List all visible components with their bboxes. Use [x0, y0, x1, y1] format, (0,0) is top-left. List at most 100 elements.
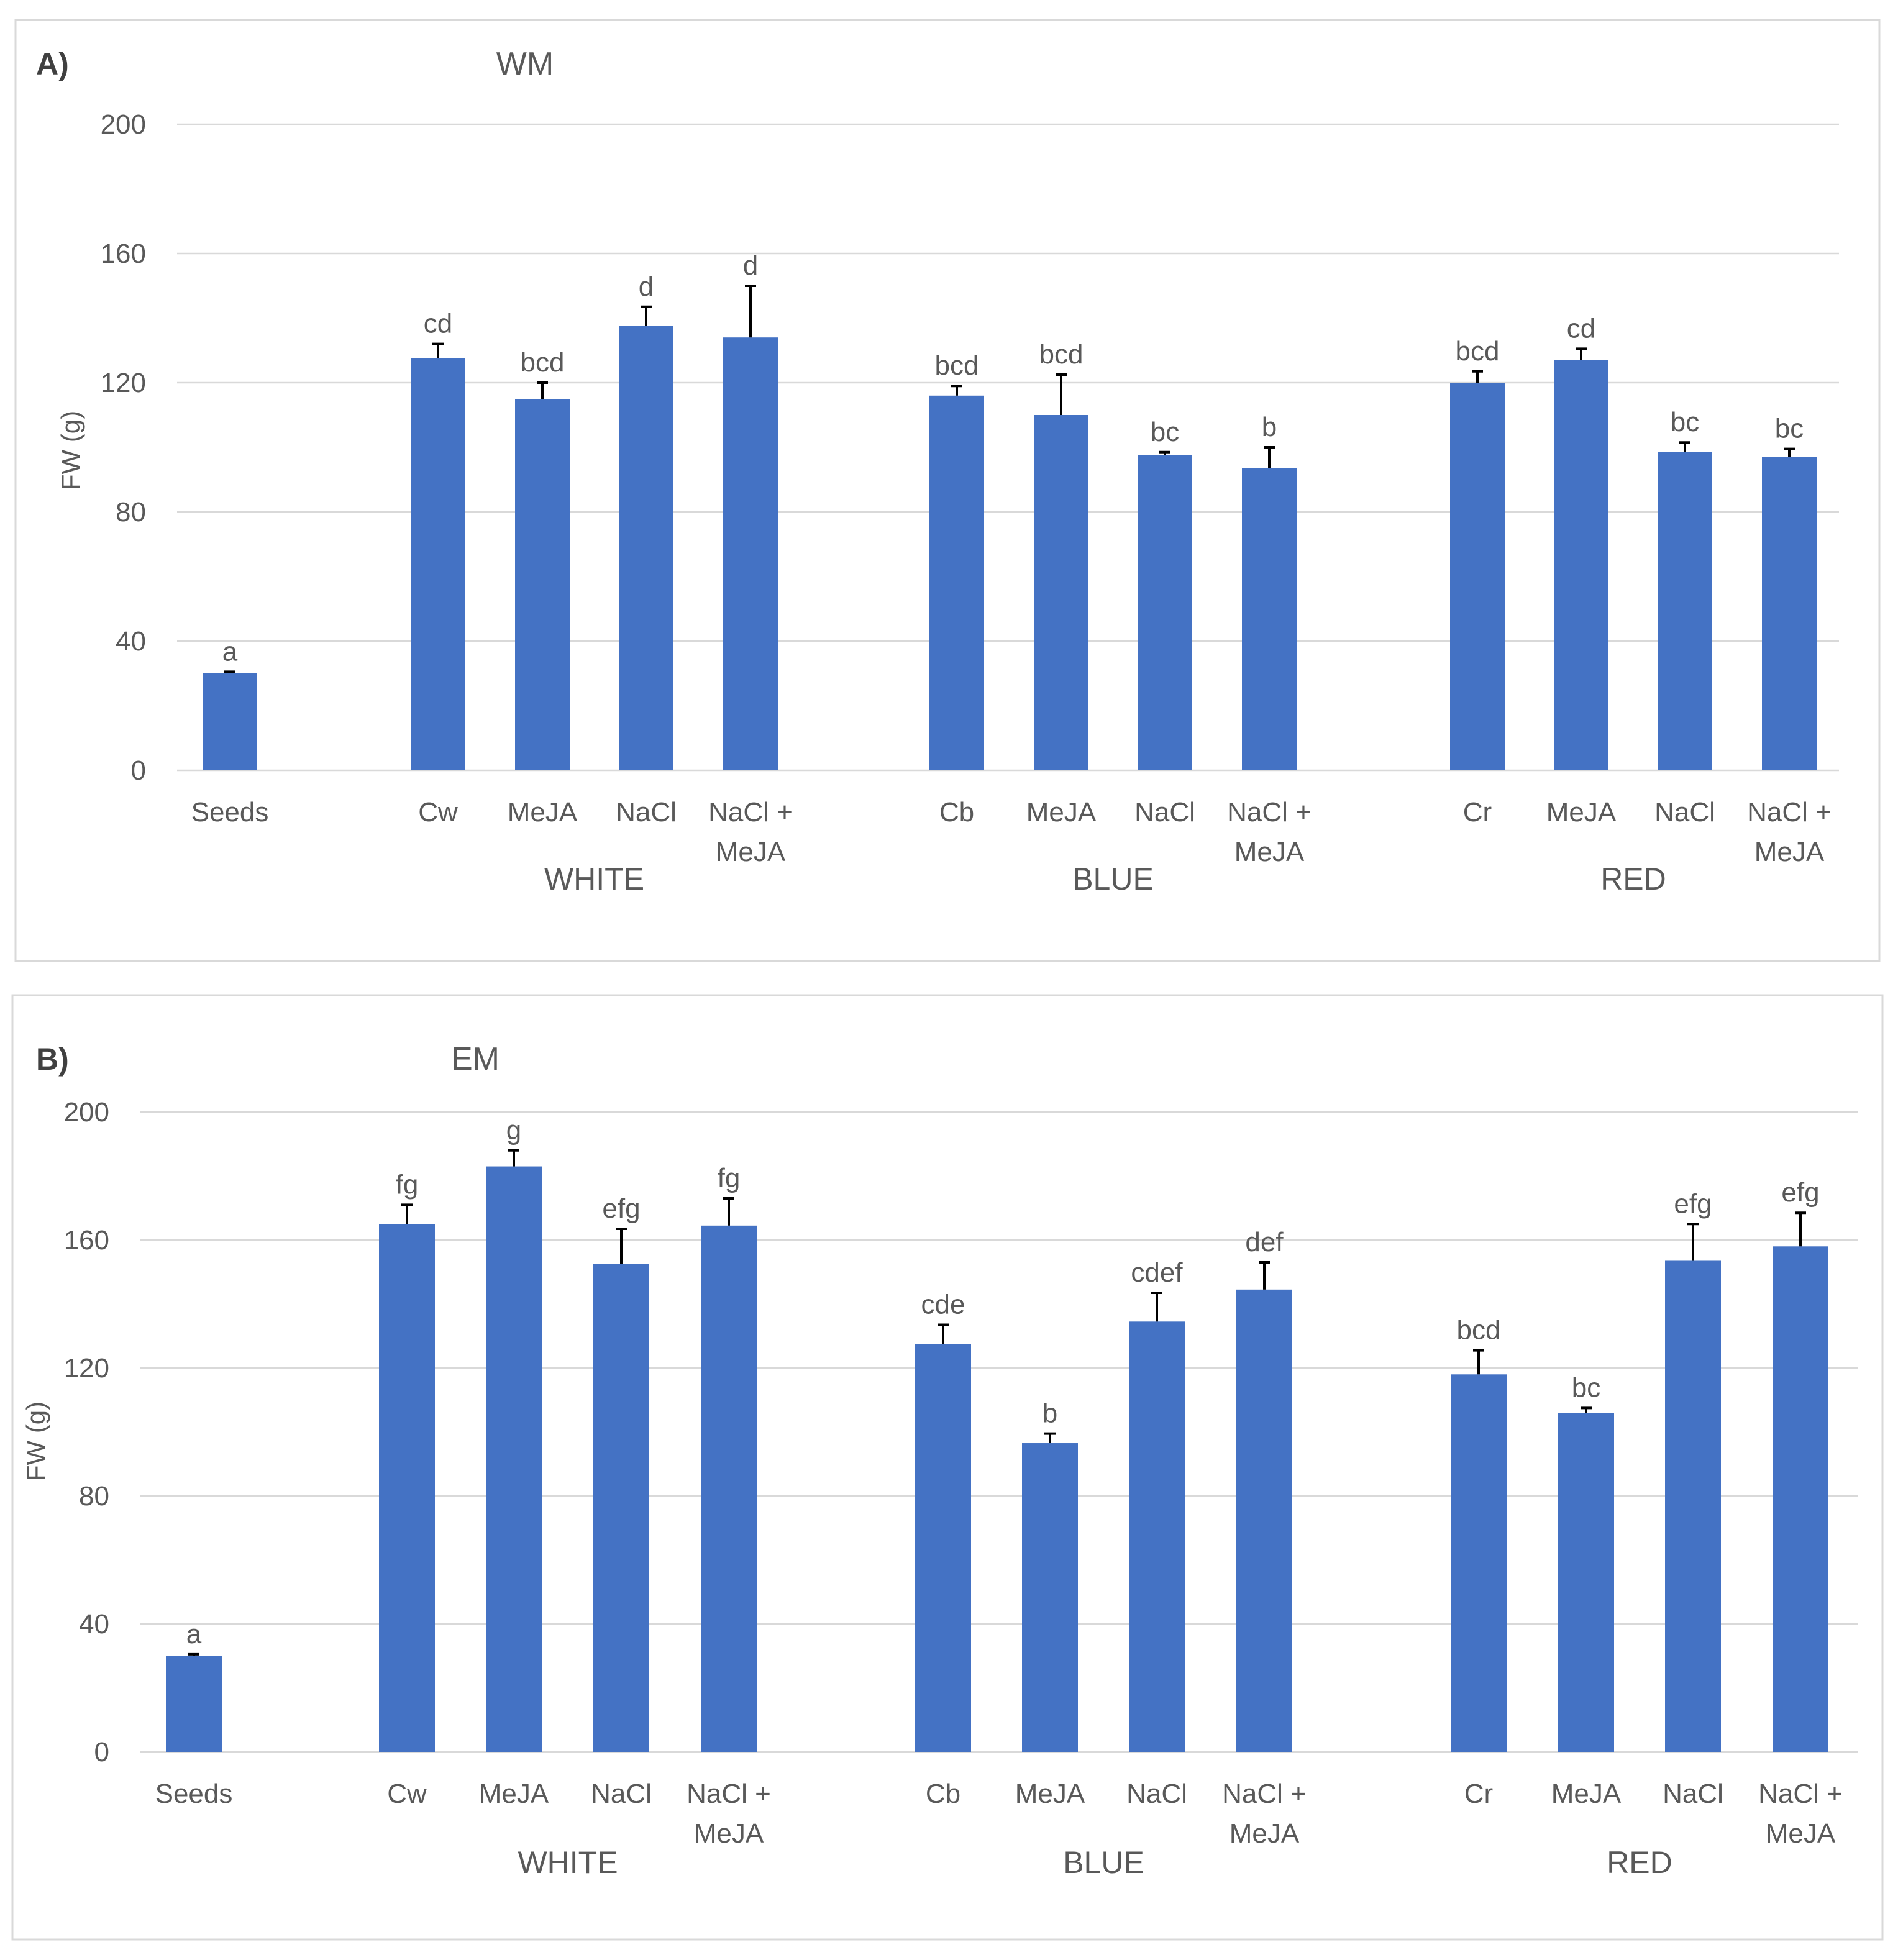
category-label: NaCl +	[1758, 1779, 1843, 1809]
bar	[1451, 1374, 1507, 1752]
category-label: MeJA	[1230, 1818, 1300, 1849]
significance-letter: efg	[1781, 1177, 1819, 1208]
category-label: NaCl +	[1222, 1779, 1307, 1809]
group-label: WHITE	[544, 862, 644, 896]
bar	[1236, 1289, 1292, 1752]
panel-a-y-axis-label: FW (g)	[56, 411, 85, 490]
significance-letter: bcd	[521, 347, 565, 378]
significance-letter: bcd	[935, 350, 979, 381]
category-label: MeJA	[1546, 797, 1617, 827]
significance-letter: bcd	[1457, 1315, 1501, 1346]
panel-b-title: EM	[451, 1041, 500, 1077]
y-tick-label: 40	[116, 626, 146, 657]
category-label: Seeds	[155, 1779, 233, 1809]
category-label: MeJA	[1551, 1779, 1622, 1809]
bar	[929, 395, 984, 770]
bar	[593, 1264, 649, 1752]
significance-letter: g	[506, 1115, 521, 1146]
significance-letter: cde	[921, 1289, 965, 1320]
category-label: NaCl	[591, 1779, 652, 1809]
significance-letter: a	[222, 636, 238, 667]
significance-letter: bc	[1151, 417, 1179, 447]
group-label: WHITE	[518, 1845, 618, 1880]
significance-letter: bc	[1671, 407, 1699, 437]
category-label: MeJA	[716, 837, 786, 867]
bar	[1138, 455, 1192, 770]
bar	[486, 1166, 542, 1752]
category-label: MeJA	[479, 1779, 549, 1809]
y-tick-label: 0	[131, 755, 146, 786]
significance-letter: bcd	[1456, 336, 1500, 367]
category-label: NaCl	[1134, 797, 1195, 827]
bar	[1034, 415, 1088, 770]
significance-letter: d	[639, 271, 654, 302]
category-label: MeJA	[1766, 1818, 1836, 1849]
category-label: MeJA	[694, 1818, 764, 1849]
category-label: NaCl	[1663, 1779, 1723, 1809]
category-label: Seeds	[191, 797, 269, 827]
significance-letter: cd	[424, 309, 452, 339]
y-tick-label: 160	[101, 239, 146, 269]
bar	[723, 337, 778, 770]
category-label: Cw	[418, 797, 458, 827]
category-label: MeJA	[1754, 837, 1825, 867]
y-tick-label: 160	[64, 1225, 109, 1256]
significance-letter: fg	[396, 1169, 419, 1200]
group-label: RED	[1607, 1845, 1672, 1880]
category-label: Cr	[1463, 797, 1492, 827]
group-label: RED	[1600, 862, 1666, 896]
bar	[1242, 468, 1297, 770]
panel-b-y-axis-label: FW (g)	[21, 1402, 50, 1481]
category-label: NaCl	[1126, 1779, 1187, 1809]
significance-letter: cd	[1567, 313, 1595, 344]
category-label: NaCl +	[687, 1779, 771, 1809]
y-tick-label: 200	[101, 109, 146, 140]
category-label: MeJA	[1015, 1779, 1085, 1809]
significance-letter: bc	[1775, 414, 1804, 444]
bar	[915, 1344, 971, 1752]
panel-b-plot: 0 40 80 120 160 200 a Seeds fg Cw g MeJA efg NaCl fg Na…	[64, 1097, 1858, 1880]
y-tick-label: 120	[101, 368, 146, 398]
group-label: BLUE	[1072, 862, 1154, 896]
panel-a-label: A)	[36, 47, 69, 81]
category-label: Cr	[1464, 1779, 1493, 1809]
category-label: NaCl	[616, 797, 677, 827]
bar	[1022, 1443, 1078, 1752]
bar	[701, 1225, 757, 1752]
category-label: Cb	[939, 797, 974, 827]
y-tick-label: 40	[79, 1609, 109, 1639]
significance-letter: def	[1245, 1227, 1284, 1257]
category-label: MeJA	[508, 797, 578, 827]
panel-a-title: WM	[496, 46, 554, 82]
bar	[379, 1224, 435, 1752]
bar	[515, 399, 570, 770]
bar	[1554, 360, 1608, 770]
y-tick-label: 200	[64, 1097, 109, 1128]
bar	[1762, 457, 1817, 770]
y-tick-label: 80	[79, 1481, 109, 1511]
bar	[1658, 452, 1712, 770]
bar	[1450, 383, 1505, 770]
bar	[1129, 1321, 1185, 1752]
y-tick-label: 80	[116, 497, 146, 527]
category-label: MeJA	[1026, 797, 1097, 827]
category-label: Cb	[926, 1779, 960, 1809]
bar	[1558, 1413, 1614, 1752]
bar	[1773, 1246, 1828, 1752]
category-label: NaCl	[1654, 797, 1715, 827]
category-label: NaCl +	[1747, 797, 1832, 827]
group-label: BLUE	[1063, 1845, 1144, 1880]
bar	[166, 1656, 222, 1752]
category-label: Cw	[387, 1779, 427, 1809]
significance-letter: b	[1043, 1398, 1057, 1429]
significance-letter: cdef	[1131, 1257, 1183, 1288]
significance-letter: efg	[1674, 1188, 1712, 1219]
bar	[1665, 1260, 1721, 1752]
y-tick-label: 120	[64, 1353, 109, 1383]
significance-letter: bc	[1572, 1372, 1600, 1403]
significance-letter: b	[1262, 412, 1277, 442]
category-label: MeJA	[1234, 837, 1305, 867]
significance-letter: d	[743, 250, 758, 281]
panel-b-label: B)	[36, 1042, 69, 1077]
